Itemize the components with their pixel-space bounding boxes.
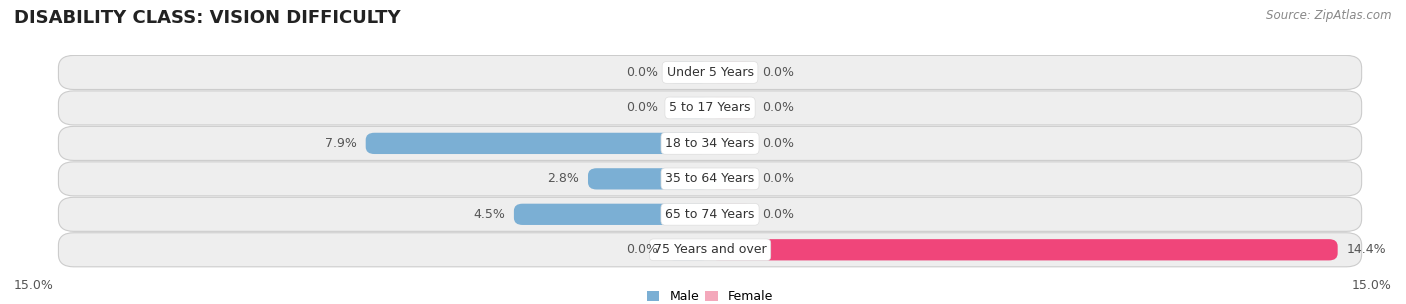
FancyBboxPatch shape (588, 168, 710, 189)
FancyBboxPatch shape (515, 204, 710, 225)
FancyBboxPatch shape (59, 162, 1361, 196)
Text: Under 5 Years: Under 5 Years (666, 66, 754, 79)
FancyBboxPatch shape (710, 62, 754, 83)
FancyBboxPatch shape (710, 97, 754, 119)
Text: DISABILITY CLASS: VISION DIFFICULTY: DISABILITY CLASS: VISION DIFFICULTY (14, 9, 401, 27)
FancyBboxPatch shape (710, 204, 754, 225)
Text: 15.0%: 15.0% (1353, 279, 1392, 292)
Text: 18 to 34 Years: 18 to 34 Years (665, 137, 755, 150)
FancyBboxPatch shape (666, 239, 710, 261)
FancyBboxPatch shape (59, 233, 1361, 267)
Text: 35 to 64 Years: 35 to 64 Years (665, 172, 755, 185)
Text: 0.0%: 0.0% (626, 66, 658, 79)
FancyBboxPatch shape (710, 133, 754, 154)
Text: 7.9%: 7.9% (325, 137, 357, 150)
Text: Source: ZipAtlas.com: Source: ZipAtlas.com (1267, 9, 1392, 22)
Text: 14.4%: 14.4% (1347, 243, 1386, 256)
Text: 75 Years and over: 75 Years and over (654, 243, 766, 256)
Text: 0.0%: 0.0% (762, 208, 794, 221)
Text: 0.0%: 0.0% (626, 102, 658, 114)
Text: 2.8%: 2.8% (547, 172, 579, 185)
FancyBboxPatch shape (666, 97, 710, 119)
FancyBboxPatch shape (59, 91, 1361, 125)
Text: 15.0%: 15.0% (14, 279, 53, 292)
FancyBboxPatch shape (366, 133, 710, 154)
Text: 0.0%: 0.0% (762, 66, 794, 79)
Text: 0.0%: 0.0% (762, 102, 794, 114)
FancyBboxPatch shape (59, 197, 1361, 231)
FancyBboxPatch shape (59, 55, 1361, 89)
Text: 0.0%: 0.0% (626, 243, 658, 256)
Text: 4.5%: 4.5% (474, 208, 505, 221)
FancyBboxPatch shape (666, 62, 710, 83)
FancyBboxPatch shape (710, 239, 1337, 261)
Text: 65 to 74 Years: 65 to 74 Years (665, 208, 755, 221)
FancyBboxPatch shape (59, 126, 1361, 161)
Text: 0.0%: 0.0% (762, 137, 794, 150)
Text: 0.0%: 0.0% (762, 172, 794, 185)
FancyBboxPatch shape (710, 168, 754, 189)
Text: 5 to 17 Years: 5 to 17 Years (669, 102, 751, 114)
Legend: Male, Female: Male, Female (643, 285, 778, 304)
